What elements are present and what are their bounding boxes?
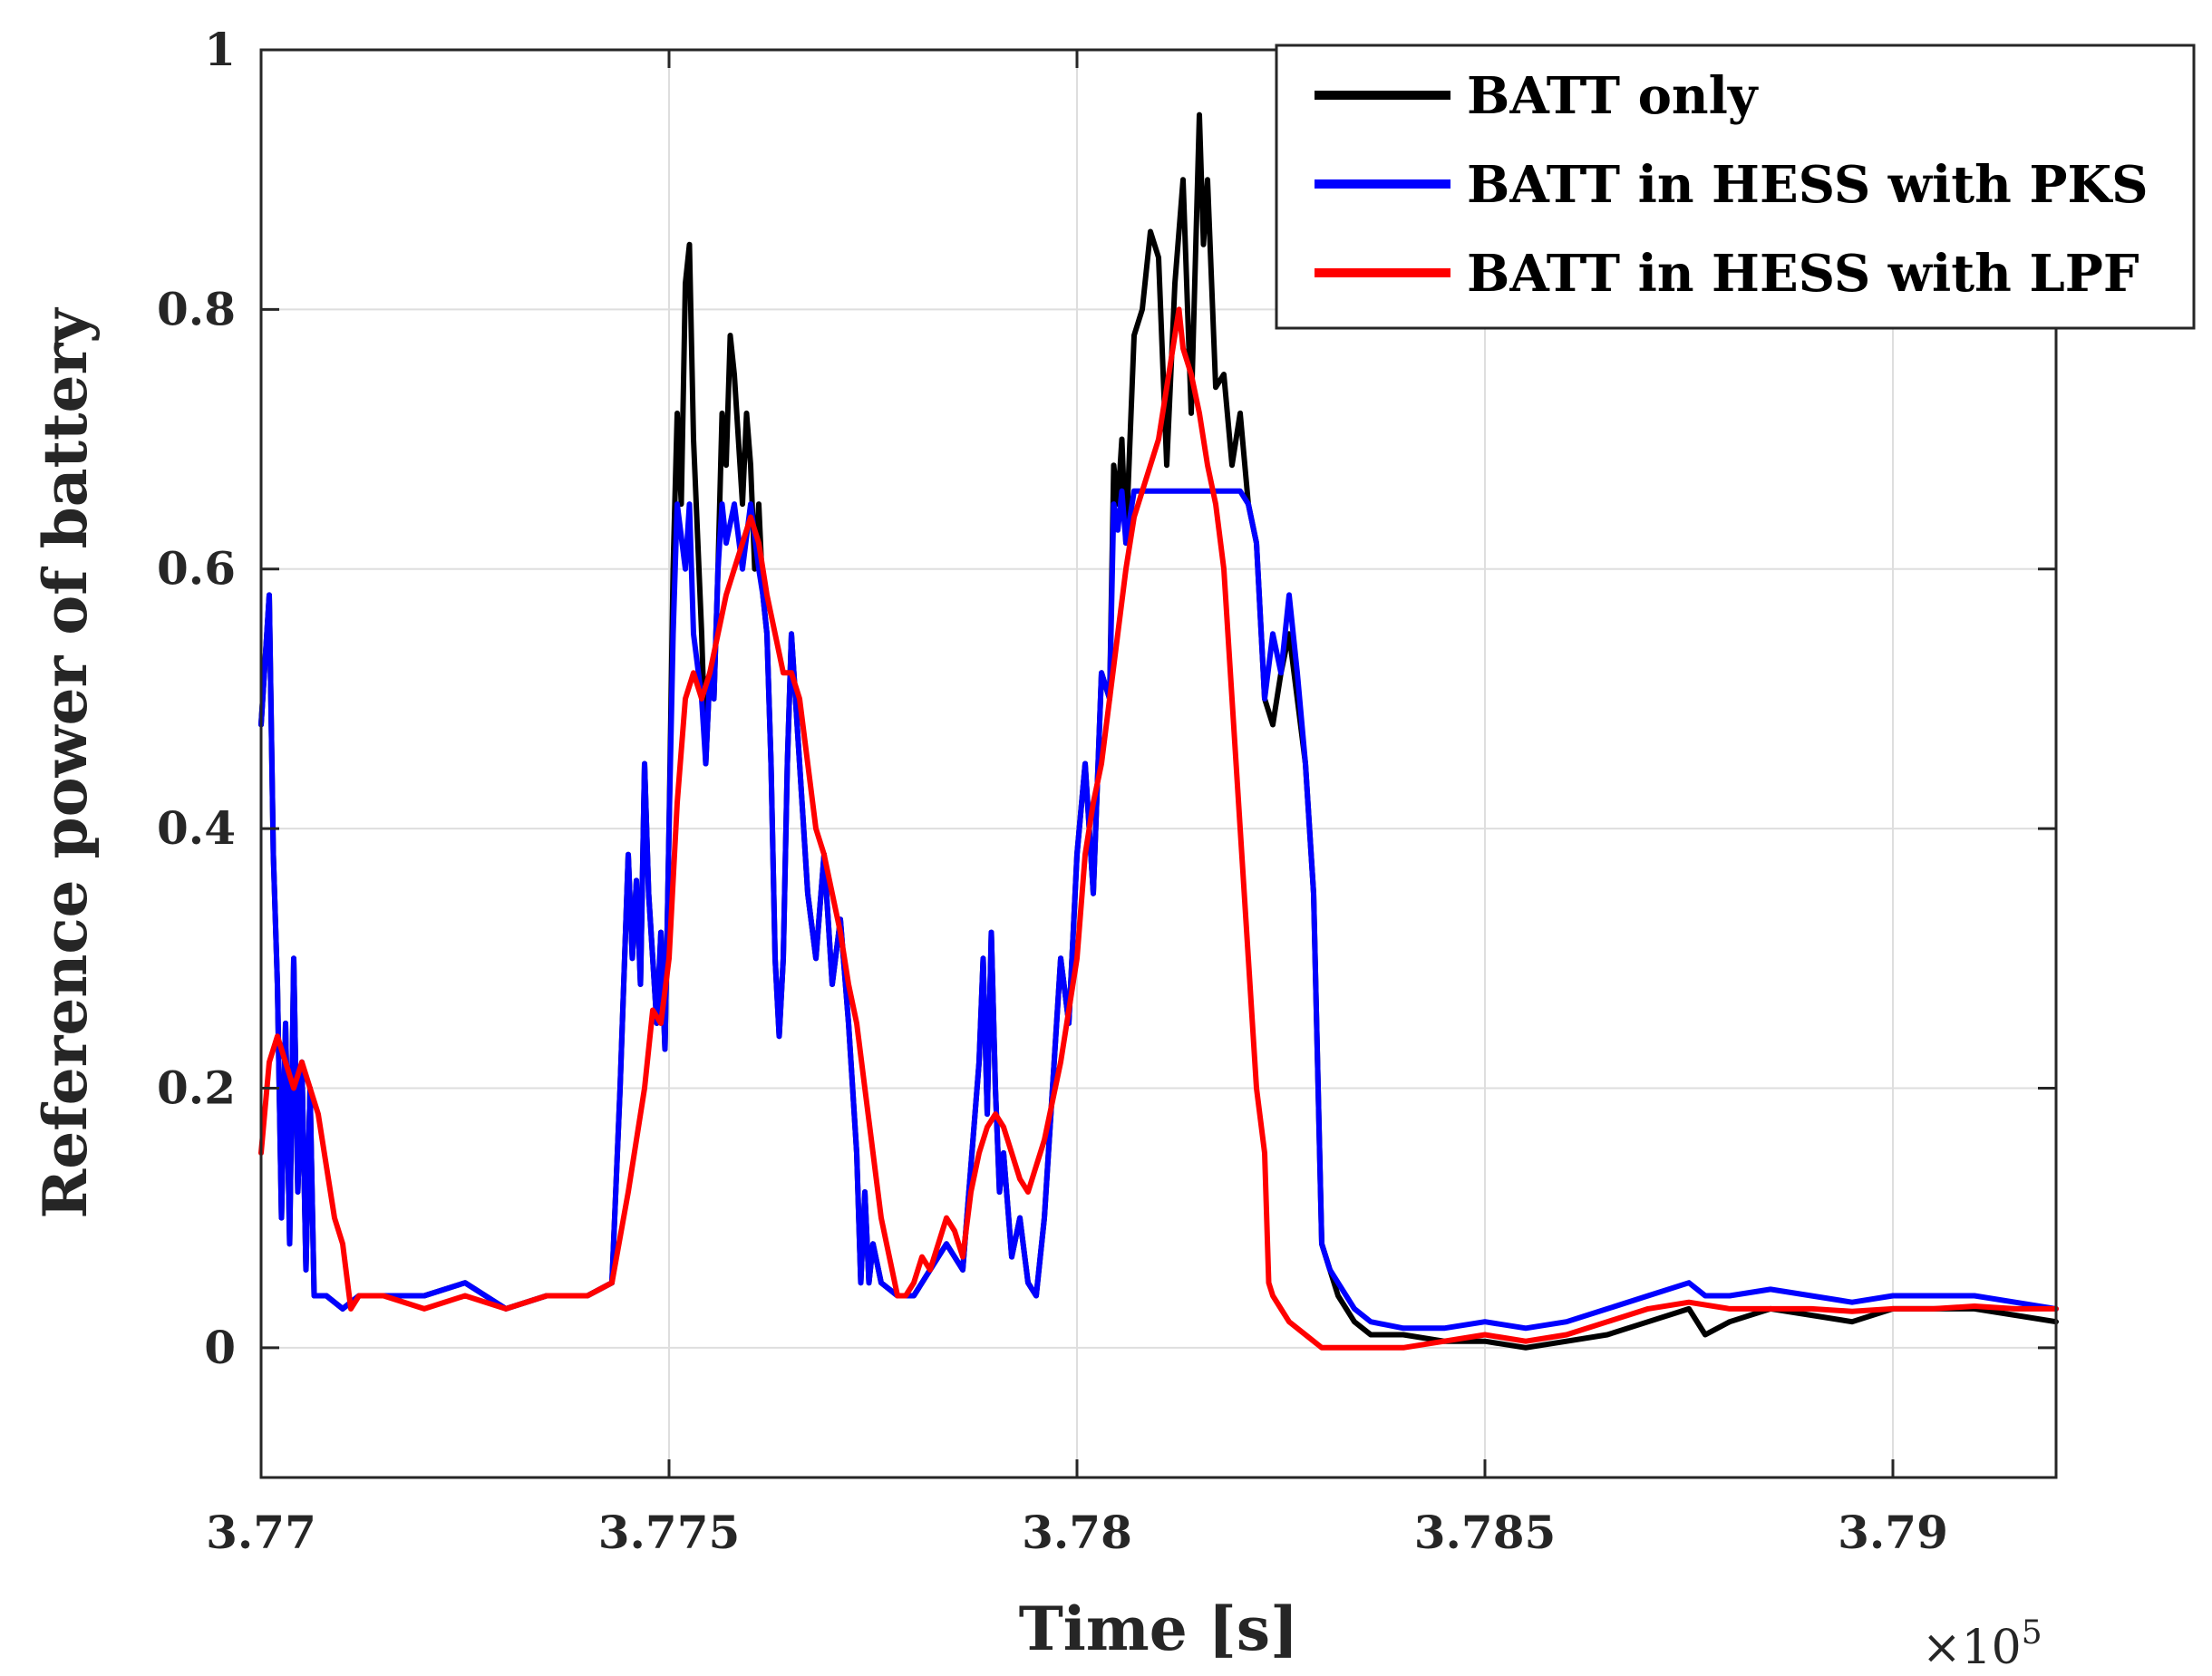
axis-ticks: 3.77 3.775 3.78 3.785 3.79 0 0.2 0.4 0.6 0.8 1 bbox=[157, 23, 2056, 1559]
y-axis-title: Reference power of battery bbox=[30, 307, 101, 1219]
y-tick-label: 0.8 bbox=[157, 282, 236, 335]
legend-label: BATT in HESS with LPF bbox=[1467, 244, 2139, 304]
x-tick-label: 3.785 bbox=[1414, 1506, 1557, 1559]
series-line-3 bbox=[258, 306, 2059, 1351]
legend: BATT only BATT in HESS with PKS BATT in HE… bbox=[1275, 44, 2196, 330]
x-axis-multiplier-exponent: 5 bbox=[2022, 1614, 2042, 1652]
x-tick-label: 3.79 bbox=[1838, 1506, 1948, 1559]
x-axis-title: Time [s] bbox=[1019, 1594, 1299, 1664]
y-tick-label: 0.6 bbox=[157, 542, 236, 596]
x-tick-label: 3.77 bbox=[206, 1506, 316, 1559]
y-tick-label: 0 bbox=[204, 1321, 236, 1374]
x-axis-multiplier-base: ×10 bbox=[1922, 1621, 2022, 1675]
legend-label: BATT only bbox=[1467, 66, 1759, 126]
series-lines bbox=[258, 111, 2059, 1351]
x-axis-multiplier: ×105 bbox=[1922, 1614, 2042, 1675]
legend-items: BATT only BATT in HESS with PKS BATT in HE… bbox=[1315, 66, 2149, 304]
y-tick-label: 0.4 bbox=[157, 801, 236, 855]
y-tick-label: 1 bbox=[204, 23, 236, 76]
series-line-2 bbox=[258, 488, 2059, 1332]
x-tick-label: 3.78 bbox=[1022, 1506, 1132, 1559]
x-tick-label: 3.775 bbox=[598, 1506, 741, 1559]
plot-frame bbox=[259, 48, 2058, 1479]
legend-label: BATT in HESS with PKS bbox=[1467, 155, 2149, 215]
y-tick-label: 0.2 bbox=[157, 1061, 236, 1114]
